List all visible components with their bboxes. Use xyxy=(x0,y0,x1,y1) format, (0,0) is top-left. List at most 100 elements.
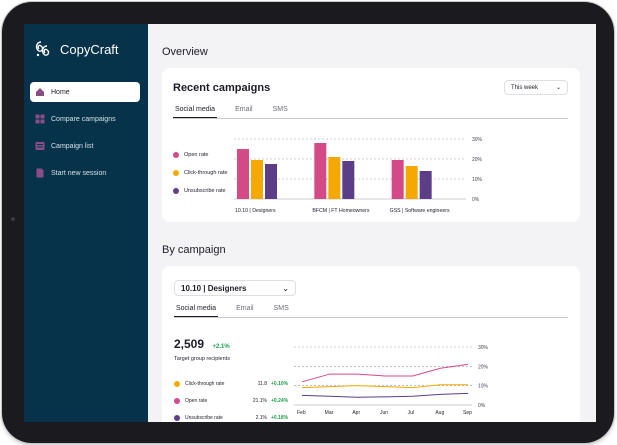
sidebar-item-start-new-session[interactable]: Start new session xyxy=(30,163,140,183)
metric-value: 21.1% xyxy=(252,397,267,404)
x-tick-label: 10.10 | Designers xyxy=(235,208,276,214)
bar xyxy=(237,149,249,199)
tab-sms[interactable]: SMS xyxy=(273,305,289,312)
period-select[interactable]: This week ⌄ xyxy=(504,80,568,95)
bar xyxy=(328,157,341,199)
tab-social-media[interactable]: Social media xyxy=(174,305,219,317)
document-icon xyxy=(35,168,45,178)
x-tick-label: Aug xyxy=(435,410,444,416)
sidebar: CopyCraft Home Compare campaigns Campaig… xyxy=(24,24,148,422)
series-line xyxy=(301,392,469,398)
recipients-stat: 2,509 +2.1% Target group recipients xyxy=(174,335,568,362)
y-tick-label: 10% xyxy=(478,384,489,390)
metric-value: 2.1% xyxy=(255,414,267,421)
series-line xyxy=(301,384,468,389)
bar xyxy=(314,143,327,199)
y-tick-label: 30% xyxy=(472,137,483,143)
metric-row: Unsubscribe rate 2.1% +0.18% xyxy=(174,412,568,422)
tab-email[interactable]: Email xyxy=(235,106,253,113)
period-select-value: This week xyxy=(511,84,539,91)
list-icon xyxy=(35,141,45,151)
metric-swatch xyxy=(174,397,180,404)
legend-item: Unsubscribe rate xyxy=(173,188,227,194)
x-tick-label: GSS | Software engineers xyxy=(390,208,450,214)
bar xyxy=(405,166,418,199)
legend-label: Open rate xyxy=(184,152,209,158)
recent-campaigns-title: Recent campaigns xyxy=(173,81,271,94)
app-screen: CopyCraft Home Compare campaigns Campaig… xyxy=(24,24,596,422)
x-tick-label: Jul xyxy=(408,410,414,416)
y-tick-label: 0% xyxy=(478,403,486,409)
recipients-label: Target group recipients xyxy=(174,356,230,362)
metric-value: 11.8 xyxy=(257,380,267,387)
bar xyxy=(391,160,404,199)
metric-name: Unsubscribe rate xyxy=(185,414,223,421)
recipients-delta: +2.1% xyxy=(212,344,230,350)
legend-item: Open rate xyxy=(173,152,227,158)
brand[interactable]: CopyCraft xyxy=(24,38,148,60)
bar xyxy=(251,160,263,199)
grid-icon xyxy=(35,114,45,124)
camera-dot xyxy=(11,217,15,221)
chevron-down-icon: ⌄ xyxy=(282,283,289,293)
campaign-select-value: 10.10 | Designers xyxy=(181,283,247,293)
sidebar-item-label: Compare campaigns xyxy=(51,115,116,123)
tab-email[interactable]: Email xyxy=(236,305,254,312)
copycraft-logo-icon xyxy=(35,41,50,57)
y-tick-label: 30% xyxy=(478,345,489,351)
bar xyxy=(342,161,355,199)
metric-delta: +0.10% xyxy=(271,380,289,387)
bar-chart-legend: Open rate Click-through rate Unsubscribe… xyxy=(173,152,227,206)
recent-campaigns-bar-chart: 0% 10% 20% 30% 10.10 | Designers BFCM | FT Ho… xyxy=(234,137,483,214)
overview-heading: Overview xyxy=(162,46,208,58)
by-campaign-heading: By campaign xyxy=(162,244,226,256)
chevron-down-icon: ⌄ xyxy=(555,85,561,91)
y-tick-label: 10% xyxy=(472,177,483,183)
overview-tabs: Social media Email SMS xyxy=(173,106,568,119)
legend-label: Click-through rate xyxy=(184,170,228,176)
legend-label: Unsubscribe rate xyxy=(184,188,226,194)
sidebar-item-label: Home xyxy=(51,88,70,96)
y-tick-label: 20% xyxy=(472,157,483,163)
sidebar-item-compare-campaigns[interactable]: Compare campaigns xyxy=(30,109,140,129)
legend-item: Click-through rate xyxy=(173,170,227,176)
sidebar-item-label: Campaign list xyxy=(51,142,94,150)
metric-delta: +0.24% xyxy=(271,397,289,404)
x-tick-label: BFCM | FT Homeowners xyxy=(312,208,370,214)
series-line xyxy=(301,363,469,383)
sidebar-item-label: Start new session xyxy=(51,169,107,177)
tab-social-media[interactable]: Social media xyxy=(173,106,218,118)
metric-swatch xyxy=(174,380,180,387)
metric-list: Click-through rate 11.8 +0.10% Open rate… xyxy=(174,378,568,422)
sidebar-item-campaign-list[interactable]: Campaign list xyxy=(30,136,140,156)
legend-swatch xyxy=(173,170,179,176)
sidebar-item-home[interactable]: Home xyxy=(30,82,140,102)
metric-swatch xyxy=(174,414,180,421)
x-tick-label: Jun xyxy=(380,410,388,416)
main-content: Overview Recent campaigns This week ⌄ So… xyxy=(148,24,596,422)
x-tick-label: Feb xyxy=(297,410,306,416)
metric-row: Click-through rate 11.8 +0.10% xyxy=(174,378,568,389)
tab-sms[interactable]: SMS xyxy=(272,106,288,113)
metric-name: Open rate xyxy=(185,397,208,404)
recent-campaigns-card: Recent campaigns This week ⌄ Social medi… xyxy=(162,68,580,222)
metric-row: Open rate 21.1% +0.24% xyxy=(174,395,568,406)
campaign-trend-line-chart: 0% 10% 20% 30% Feb Mar Apr Jun Jul Aug Sep xyxy=(294,345,489,416)
bar xyxy=(419,171,432,199)
recipients-count: 2,509 xyxy=(174,337,205,351)
x-tick-label: Apr xyxy=(352,410,360,416)
campaign-select[interactable]: 10.10 | Designers ⌄ xyxy=(174,280,296,296)
y-tick-label: 20% xyxy=(478,364,489,370)
app-name: CopyCraft xyxy=(60,41,119,57)
by-campaign-card: 10.10 | Designers ⌄ Social media Email S… xyxy=(162,266,580,422)
metric-delta: +0.18% xyxy=(271,414,289,421)
y-tick-label: 0% xyxy=(472,197,480,203)
bar xyxy=(265,164,277,199)
legend-swatch xyxy=(173,188,179,194)
metric-name: Click-through rate xyxy=(185,380,225,387)
x-tick-label: Mar xyxy=(325,410,334,416)
legend-swatch xyxy=(173,152,179,158)
x-tick-label: Sep xyxy=(463,410,472,416)
home-icon xyxy=(35,87,45,97)
campaign-tabs: Social media Email SMS xyxy=(174,305,568,318)
